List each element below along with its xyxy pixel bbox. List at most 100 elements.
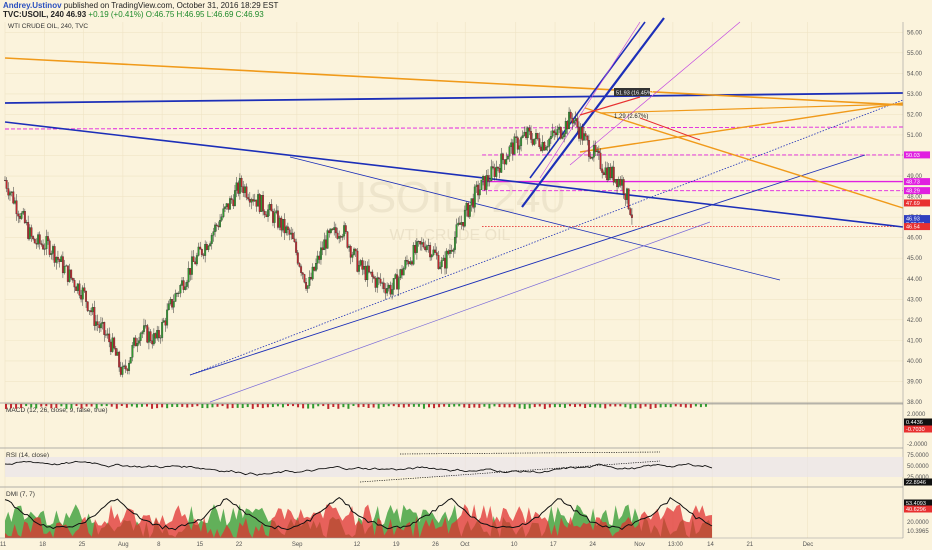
macd-histogram-bar [553,404,556,408]
candle-body [407,261,410,265]
candle-body [353,248,355,255]
macd-histogram-bar [241,404,244,409]
candle-body [114,348,117,356]
candle-body [601,168,604,173]
time-tick-label: 19 [393,542,400,548]
indicator-tick-label: 20.0000 [907,520,929,526]
candle-body [406,260,408,262]
rsi-line [4,460,713,476]
candle-body [564,121,567,134]
macd-histogram-bar [589,404,592,408]
candle-body [310,277,312,280]
candle-body [123,365,126,367]
candle-body [419,241,422,245]
candle-body [382,282,385,289]
candle-body [184,286,187,290]
candle-body [104,334,107,336]
candle-body [220,216,223,221]
ohlc-values: O:46.75 H:46.95 L:46.69 C:46.93 [145,10,264,19]
macd-histogram-bar [65,404,68,409]
candle-body [372,276,375,279]
candle-body [440,260,443,268]
candle-body [80,295,83,300]
candle-body [152,333,155,345]
macd-histogram-bar [498,404,501,408]
macd-histogram-bar [352,404,355,407]
time-axis[interactable]: 11 18 25 Aug 8 15 22 Sep 12 19 26 Oct 10 17 24 Nov 13:00… [0,537,903,548]
time-tick-label: Aug [118,542,129,548]
time-tick-label: 21 [746,542,753,548]
candle-body [554,132,557,136]
candle-body [583,133,585,141]
macd-histogram-bar [438,404,441,408]
candle-body [363,266,365,270]
price-tick-label: 46.00 [907,236,923,242]
time-tick-label: Oct [460,542,470,548]
candle-body [190,256,193,275]
indicator-badge-label: 0.4436 [906,420,923,426]
candle-body [630,214,633,218]
candle-body [296,252,299,264]
macd-histogram-bar [569,404,571,407]
candle-body [538,138,541,148]
candle-body [442,257,445,261]
candle-body [480,179,483,190]
macd-histogram-bar [176,404,179,408]
candle-body [134,337,137,347]
candle-body [50,253,53,255]
candle-body [599,152,602,170]
candle-body [303,274,306,283]
macd-histogram-bar [443,404,446,407]
candle-body [28,227,31,239]
author-link[interactable]: Andrey.Ustinov [3,1,62,10]
candle-body [58,259,61,262]
macd-histogram-bar [417,404,420,407]
orange-fan-line [599,103,904,114]
candle-body [452,249,455,252]
macd-pane: MACD (12, 26, close, 9, false, true) 2.00… [0,402,932,448]
price-axis[interactable]: 56.0055.0054.0053.0052.0051.0050.0049.00… [902,22,930,538]
candle-body [230,198,233,201]
price-tick-label: 42.00 [907,318,923,324]
candle-body [174,293,177,302]
macd-histogram-bar [20,404,23,409]
candle-body [136,343,139,347]
candle-body [526,127,529,139]
candle-body [52,246,54,254]
candle-body [38,234,41,244]
price-tick-label: 40.00 [907,359,923,365]
candle-body [333,227,336,230]
chart-header: Andrey.Ustinov published on TradingView.… [0,0,932,20]
candle-body [343,225,346,237]
macd-histogram-bar [302,404,305,409]
macd-histogram-bar [60,404,63,407]
macd-histogram-bar [392,404,395,407]
macd-histogram-bar [161,404,164,408]
steep-line-4 [569,21,741,166]
candle-body [549,136,552,140]
macd-histogram-bar [604,404,607,409]
candle-body [286,226,289,230]
macd-histogram-bar [307,404,310,409]
candle-body [404,260,407,269]
short-red-line [579,96,641,116]
macd-histogram-bar [327,404,330,409]
macd-histogram-bar [448,404,451,407]
pane-label: MACD (12, 26, close, 9, false, true) [6,407,108,414]
candle-body [124,365,127,370]
macd-histogram-bar [80,404,83,409]
macd-histogram-bar [422,404,425,409]
trend-line-blue-down [4,121,904,228]
candle-body [551,130,554,137]
macd-histogram-bar [337,404,340,409]
candle-body [488,180,491,182]
candle-body [460,222,463,225]
indicator-badge [904,505,932,513]
candle-body [493,167,496,177]
candle-body [485,175,488,190]
macd-histogram-bar [90,404,93,407]
rsi-trend-dotted [359,460,661,483]
candle-body [194,261,197,265]
